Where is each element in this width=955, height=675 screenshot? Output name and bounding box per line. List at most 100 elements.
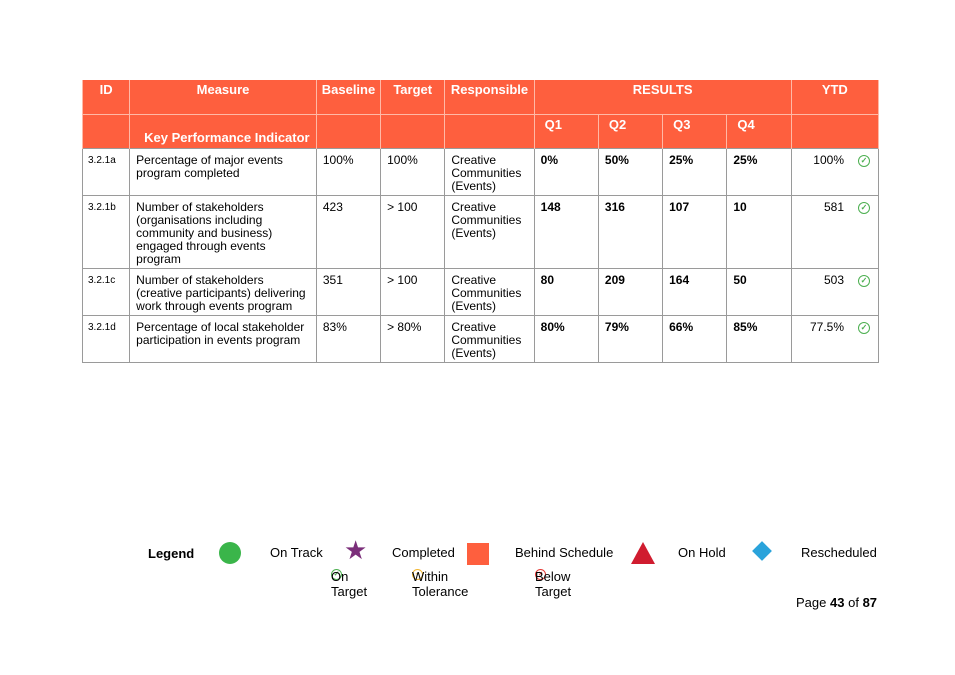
ytd-value: 581	[823, 200, 844, 214]
row-q1: 80%	[533, 315, 599, 363]
legend-completed: Completed	[392, 545, 455, 560]
header-blank	[380, 114, 446, 130]
row-q3: 66%	[662, 315, 728, 363]
header-ytd: YTD	[790, 80, 880, 115]
purple-star-icon: ★	[344, 535, 368, 565]
header-blank	[315, 114, 382, 130]
row-id: 3.2.1b	[81, 195, 131, 269]
check-circle-icon: ✓	[331, 569, 342, 580]
x-circle-icon: ×	[535, 569, 546, 580]
legend-on-track: On Track	[270, 545, 323, 560]
row-q4: 25%	[726, 148, 792, 196]
row-id: 3.2.1a	[81, 148, 131, 196]
red-triangle-icon	[631, 542, 655, 564]
row-id: 3.2.1c	[81, 268, 131, 316]
row-q2: 50%	[597, 148, 664, 196]
tolerance-circle-icon: –	[412, 569, 423, 580]
row-baseline: 83%	[315, 315, 382, 363]
responsible-line: (Events)	[451, 299, 497, 313]
table-row: 3.2.1a Percentage of major events progra…	[81, 148, 880, 196]
table-row: 3.2.1b Number of stakeholders (organisat…	[81, 195, 880, 269]
row-ytd: 100% ✓	[790, 148, 880, 196]
responsible-line: Communities	[451, 333, 522, 347]
row-ytd: 503 ✓	[790, 268, 880, 316]
row-q4: 10	[726, 195, 792, 269]
legend: Legend On Track ★ Completed Behind Sched…	[0, 536, 955, 565]
row-baseline: 423	[315, 195, 382, 269]
responsible-line: Creative	[451, 153, 497, 167]
header-blank	[81, 130, 131, 149]
row-id: 3.2.1d	[81, 315, 131, 363]
row-target: 100%	[380, 148, 446, 196]
row-ytd: 77.5% ✓	[790, 315, 880, 363]
responsible-line: (Events)	[451, 346, 497, 360]
header-responsible: Responsible	[444, 80, 535, 115]
row-responsible: Creative Communities (Events)	[444, 268, 535, 316]
header-target: Target	[380, 80, 446, 115]
responsible-line: Creative	[451, 273, 497, 287]
ytd-value: 100%	[813, 153, 844, 167]
check-circle-icon: ✓	[858, 321, 870, 334]
legend-on-target: On Target	[331, 569, 368, 599]
header-measure: Measure	[129, 80, 317, 115]
header-blank	[81, 114, 131, 130]
row-q3: 107	[662, 195, 728, 269]
responsible-line: (Events)	[451, 179, 497, 193]
row-q2: 79%	[597, 315, 664, 363]
row-q1: 80	[533, 268, 599, 316]
check-circle-icon: ✓	[858, 274, 870, 287]
row-target: > 100	[380, 268, 446, 316]
responsible-line: Communities	[451, 286, 522, 300]
header-q2: Q2	[597, 114, 664, 149]
legend-rescheduled: Rescheduled	[801, 545, 877, 560]
legend-behind-schedule: Behind Schedule	[515, 545, 614, 560]
header-blank	[444, 130, 535, 149]
legend-within-tolerance: Within Tolerance	[412, 569, 469, 599]
row-ytd: 581 ✓	[790, 195, 880, 269]
row-q1: 0%	[533, 148, 599, 196]
row-q3: 25%	[662, 148, 728, 196]
page-of: of	[848, 595, 859, 610]
header-results: RESULTS	[533, 80, 792, 115]
page-current: 43	[830, 595, 845, 610]
table-row: 3.2.1c Number of stakeholders (creative …	[81, 268, 880, 316]
row-target: > 80%	[380, 315, 446, 363]
blue-diamond-icon	[752, 541, 772, 561]
header-blank	[129, 114, 317, 130]
header-blank	[790, 130, 880, 149]
row-baseline: 351	[315, 268, 382, 316]
legend-on-hold: On Hold	[678, 545, 726, 560]
responsible-line: Creative	[451, 200, 497, 214]
responsible-line: Communities	[451, 166, 522, 180]
page-prefix: Page	[796, 595, 827, 610]
header-blank	[444, 114, 535, 130]
legend-below-target: Below Target	[535, 569, 572, 599]
ytd-value: 77.5%	[809, 320, 844, 334]
row-target: > 100	[380, 195, 446, 269]
check-circle-icon: ✓	[858, 154, 870, 167]
responsible-line: (Events)	[451, 226, 497, 240]
header-id: ID	[81, 80, 131, 115]
row-measure: Percentage of local stakeholder particip…	[129, 315, 317, 363]
orange-square-icon	[467, 543, 489, 565]
page-total: 87	[862, 595, 878, 610]
header-kpi: Key Performance Indicator	[129, 130, 317, 149]
header-blank	[315, 130, 382, 149]
legend-title: Legend	[148, 546, 195, 561]
page-number: Page 43 of 87	[796, 595, 877, 610]
kpi-table: ID Measure Baseline Target Responsible R…	[81, 80, 880, 363]
row-q2: 209	[597, 268, 664, 316]
header-blank	[380, 130, 446, 149]
ytd-value: 503	[823, 273, 844, 287]
row-measure: Percentage of major events program compl…	[129, 148, 317, 196]
row-responsible: Creative Communities (Events)	[444, 148, 535, 196]
header-blank	[790, 114, 880, 130]
header-baseline: Baseline	[315, 80, 382, 115]
row-q1: 148	[533, 195, 599, 269]
responsible-line: Creative	[451, 320, 497, 334]
header-q1: Q1	[533, 114, 599, 149]
green-circle-icon	[219, 542, 241, 564]
row-measure: Number of stakeholders (creative partici…	[129, 268, 317, 316]
row-q4: 50	[726, 268, 792, 316]
row-q2: 316	[597, 195, 664, 269]
